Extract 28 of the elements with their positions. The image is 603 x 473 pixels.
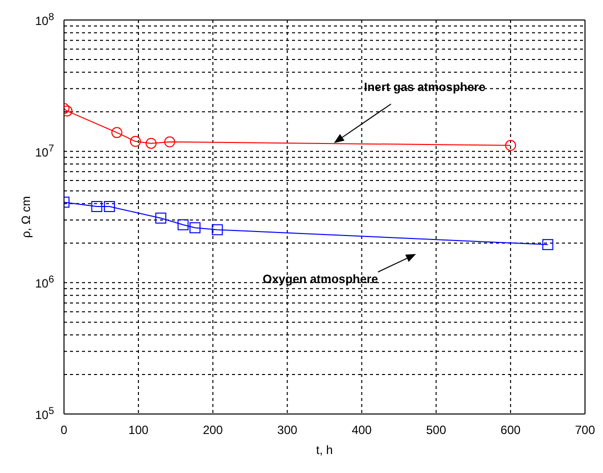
annotation: Oxygen atmosphere [262,272,378,286]
y-tick-label: 10$^{6}$ [35,274,54,291]
y-tick-label: 10$^{5}$ [35,406,54,422]
point [164,136,176,148]
x-tick-label: 600 [500,423,521,437]
x-axis-title: t, h [316,443,333,457]
y-tick-label: 10$^{7}$ [35,142,54,160]
y-tick-label: 10$^{8}$ [35,12,54,28]
point [130,136,141,147]
point [505,140,516,151]
point [155,212,166,224]
point [542,239,554,250]
x-tick-label: 100 [128,423,149,437]
point [91,201,102,212]
x-tick-label: 500 [426,423,446,437]
point [189,222,200,234]
point [104,201,115,212]
x-tick-label: 400 [352,423,372,437]
point [111,127,122,138]
x-tick-label: 300 [277,423,298,437]
annotation: Inert gas atmosphere [364,80,486,94]
point [178,219,189,230]
point [212,224,223,236]
x-tick-label: 200 [202,423,224,437]
x-tick-label: 700 [574,423,596,437]
point [146,138,157,149]
y-axis-title: ρ, Ω cm [19,196,33,238]
x-tick-label: 0 [60,423,68,437]
